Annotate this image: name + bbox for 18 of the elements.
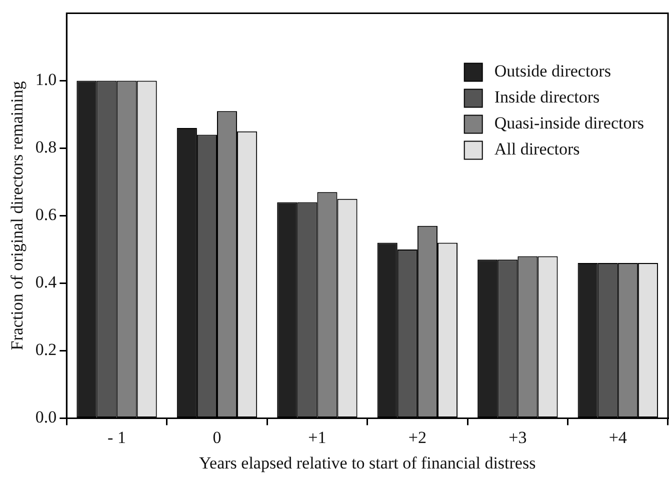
legend-label: Outside directors xyxy=(494,62,611,81)
y-tick-label: 0.4 xyxy=(35,272,58,292)
legend-label: Inside directors xyxy=(494,88,600,107)
x-tick-label: - 1 xyxy=(108,428,126,447)
x-tick-label: 0 xyxy=(212,428,222,447)
y-tick-label: 0.2 xyxy=(35,340,57,360)
x-tick-label: +3 xyxy=(508,428,527,447)
y-axis-title: Fraction of original directors remaining xyxy=(8,80,27,350)
y-tick-label: 0.0 xyxy=(35,408,57,427)
x-axis-title: Years elapsed relative to start of financial distress xyxy=(198,453,536,472)
legend-label: Quasi-inside directors xyxy=(494,114,644,133)
x-tick-label: +1 xyxy=(308,428,326,447)
y-tick-label: 1.0 xyxy=(35,70,57,90)
legend-label: All directors xyxy=(494,140,580,159)
y-tick-label: 0.8 xyxy=(35,138,57,157)
x-tick-label: +2 xyxy=(408,428,426,447)
x-tick-label: +4 xyxy=(608,428,628,447)
y-tick-label: 0.6 xyxy=(35,205,57,224)
